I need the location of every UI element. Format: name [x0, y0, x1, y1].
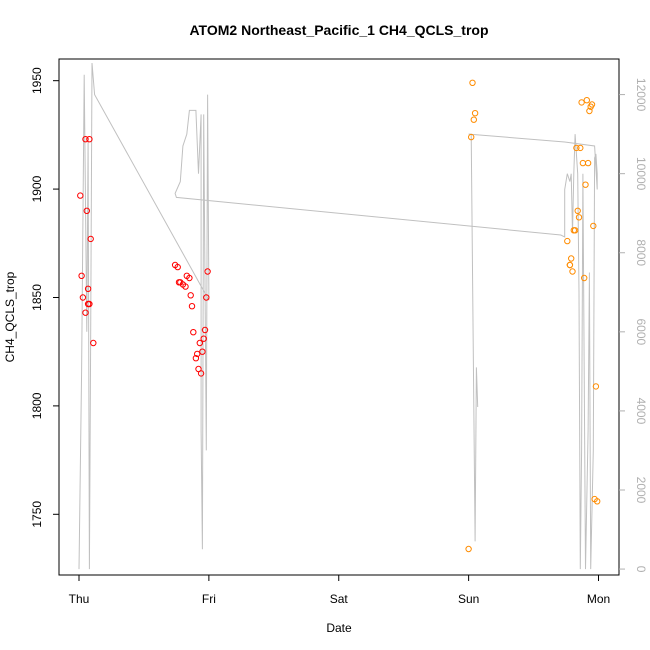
- data-point: [84, 285, 92, 292]
- data-point: [77, 192, 84, 199]
- data-point: [200, 335, 207, 342]
- data-point: [79, 294, 87, 301]
- data-point: [577, 144, 584, 152]
- y2-tick-label: 8000: [634, 239, 648, 266]
- y-tick-label: 1800: [30, 392, 44, 419]
- y-axis-title: CH4_QCLS_trop: [3, 271, 17, 362]
- altitude-line: [78, 62, 598, 570]
- data-point: [579, 159, 587, 167]
- data-point: [583, 97, 590, 104]
- data-point: [592, 383, 600, 390]
- data-point: [588, 101, 596, 108]
- data-point: [188, 303, 196, 310]
- data-point: [82, 136, 89, 143]
- data-point: [468, 133, 475, 141]
- y2-tick-label: 10000: [634, 157, 648, 191]
- y-tick-label: 1900: [30, 175, 44, 202]
- data-point: [465, 545, 472, 553]
- data-point: [203, 294, 210, 301]
- data-point: [571, 227, 579, 234]
- data-point: [469, 79, 476, 87]
- x-tick-label: Sun: [458, 592, 479, 606]
- data-point: [470, 116, 477, 123]
- y2-tick-label: 2000: [634, 477, 648, 504]
- x-tick-label: Fri: [202, 592, 216, 606]
- data-point: [78, 272, 85, 279]
- y-axis-left: 1750 1800 1850 1900 1950: [30, 67, 60, 528]
- data-point: [566, 261, 574, 269]
- data-point: [199, 348, 206, 355]
- plot-frame: [58, 58, 620, 576]
- data-point: [201, 326, 209, 334]
- y-axis-right: 0 2000 4000 6000 8000 10000 12000: [619, 78, 648, 573]
- data-point: [182, 283, 189, 290]
- x-axis-title: Date: [326, 621, 352, 635]
- data-point: [90, 339, 97, 347]
- data-point: [86, 300, 93, 308]
- data-point: [82, 309, 89, 316]
- data-point: [87, 235, 94, 243]
- data-point: [594, 498, 601, 505]
- y2-tick-label: 12000: [634, 78, 648, 112]
- data-point: [174, 263, 181, 271]
- data-point: [192, 355, 200, 362]
- data-point: [575, 214, 583, 221]
- data-point: [86, 136, 93, 143]
- y-tick-label: 1850: [30, 284, 44, 311]
- data-point: [187, 292, 194, 299]
- chart-title: ATOM2 Northeast_Pacific_1 CH4_QCLS_trop: [189, 22, 488, 38]
- data-point: [197, 370, 205, 377]
- data-point: [578, 99, 585, 106]
- data-point: [196, 339, 204, 347]
- data-point: [190, 329, 197, 336]
- data-point: [568, 255, 575, 262]
- data-point: [186, 274, 193, 282]
- y2-tick-label: 4000: [634, 398, 648, 425]
- data-point: [590, 222, 597, 230]
- x-tick-label: Thu: [69, 592, 90, 606]
- data-point: [586, 107, 593, 115]
- y2-tick-label: 6000: [634, 318, 648, 345]
- x-tick-label: Sat: [330, 592, 349, 606]
- data-points: [77, 79, 601, 553]
- data-point: [204, 268, 211, 275]
- data-point: [573, 144, 580, 152]
- altitude-trace: [78, 62, 598, 570]
- data-point: [564, 237, 571, 245]
- data-point: [584, 159, 592, 167]
- x-axis: Thu Fri Sat Sun Mon: [69, 574, 610, 606]
- data-point: [471, 110, 479, 117]
- data-point: [582, 181, 589, 188]
- data-point: [569, 268, 576, 275]
- data-point: [194, 350, 201, 358]
- data-point: [574, 207, 581, 215]
- x-tick-label: Mon: [587, 592, 610, 606]
- data-point: [83, 207, 91, 215]
- y2-tick-label: 0: [634, 566, 648, 573]
- y-tick-label: 1950: [30, 67, 44, 94]
- y-tick-label: 1750: [30, 501, 44, 528]
- data-point: [581, 274, 588, 282]
